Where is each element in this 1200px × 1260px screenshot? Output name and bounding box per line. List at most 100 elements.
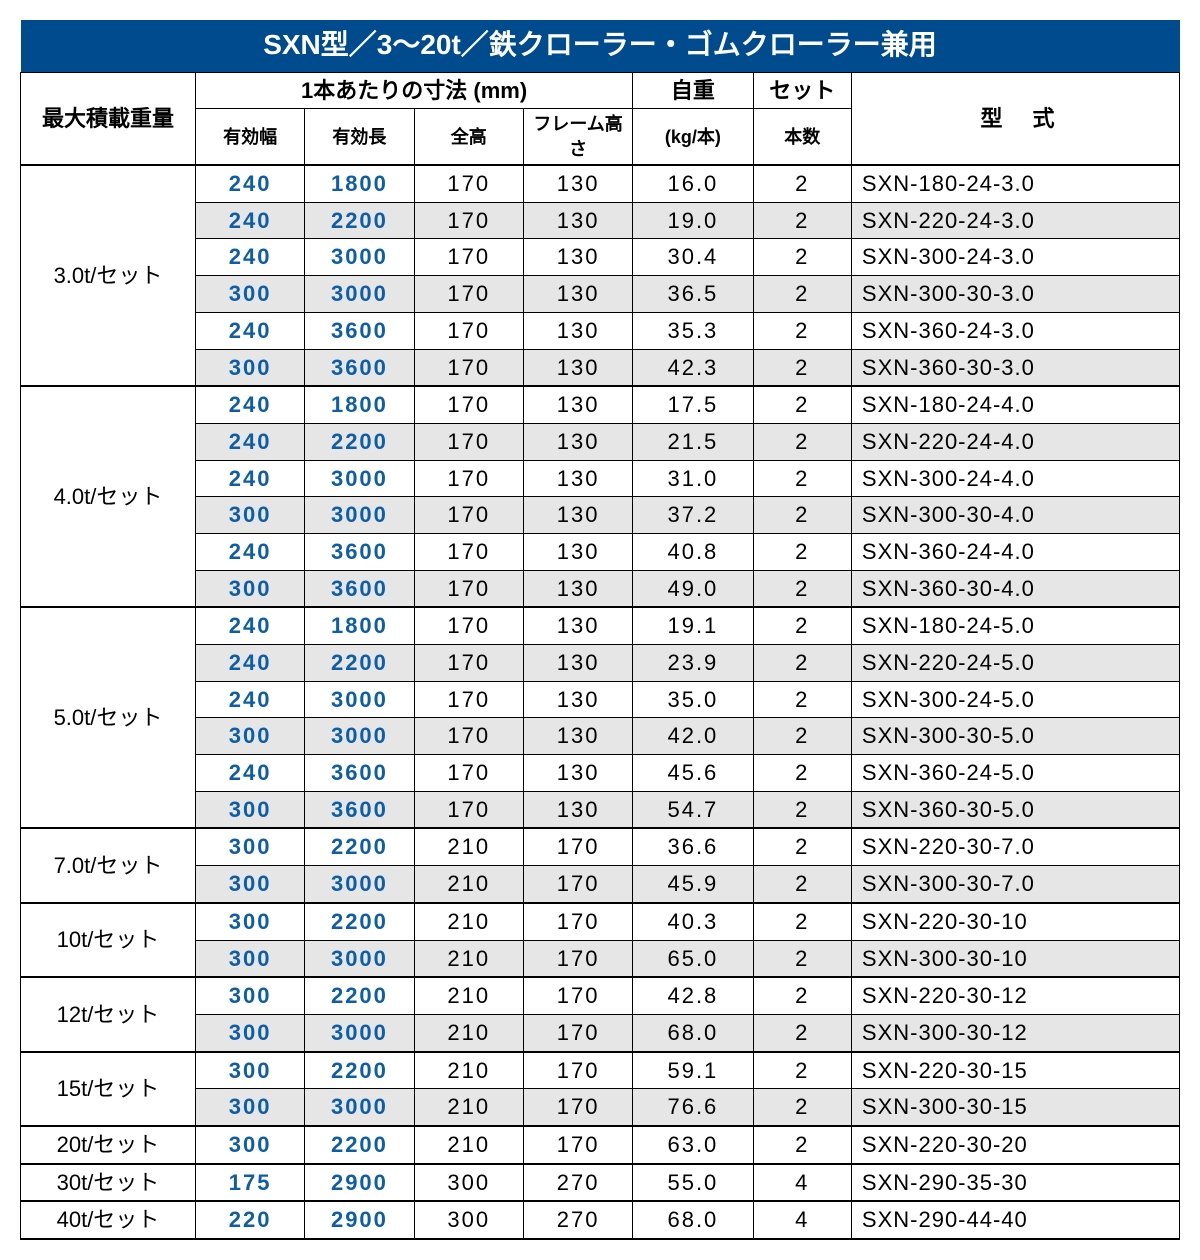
cell-set: 2 — [753, 940, 851, 977]
group-label: 7.0t/セット — [21, 828, 196, 902]
cell-total-h: 170 — [414, 791, 523, 828]
table-row: 7.0t/セット300220021017036.62SXN-220-30-7.0 — [21, 828, 1180, 865]
cell-eff-l: 1800 — [305, 165, 414, 202]
cell-set: 2 — [753, 239, 851, 276]
cell-set: 4 — [753, 1164, 851, 1202]
cell-set: 2 — [753, 607, 851, 644]
cell-frame-h: 130 — [523, 202, 632, 239]
cell-eff-w: 300 — [195, 718, 304, 755]
cell-model: SXN-180-24-4.0 — [851, 386, 1179, 423]
cell-eff-l: 3000 — [305, 718, 414, 755]
cell-eff-w: 175 — [195, 1164, 304, 1202]
cell-eff-w: 300 — [195, 903, 304, 940]
cell-eff-w: 300 — [195, 497, 304, 534]
cell-total-h: 170 — [414, 718, 523, 755]
cell-total-h: 170 — [414, 423, 523, 460]
hdr-eff-l: 有効長 — [305, 109, 414, 165]
hdr-frame-h: フレーム高さ — [523, 109, 632, 165]
cell-weight: 42.8 — [633, 977, 753, 1014]
cell-total-h: 210 — [414, 866, 523, 903]
cell-eff-l: 3000 — [305, 1089, 414, 1126]
cell-weight: 16.0 — [633, 165, 753, 202]
cell-set: 2 — [753, 423, 851, 460]
cell-eff-l: 3000 — [305, 497, 414, 534]
cell-model: SXN-360-24-5.0 — [851, 755, 1179, 792]
cell-frame-h: 130 — [523, 570, 632, 607]
cell-set: 2 — [753, 460, 851, 497]
cell-weight: 42.0 — [633, 718, 753, 755]
cell-total-h: 210 — [414, 1089, 523, 1126]
cell-frame-h: 170 — [523, 866, 632, 903]
cell-weight: 55.0 — [633, 1164, 753, 1202]
cell-set: 2 — [753, 533, 851, 570]
group-label: 20t/セット — [21, 1126, 196, 1164]
cell-eff-w: 240 — [195, 645, 304, 682]
cell-eff-w: 240 — [195, 202, 304, 239]
cell-set: 2 — [753, 386, 851, 423]
cell-eff-l: 2200 — [305, 1126, 414, 1164]
group-label: 12t/セット — [21, 977, 196, 1051]
cell-model: SXN-290-35-30 — [851, 1164, 1179, 1202]
cell-total-h: 170 — [414, 276, 523, 313]
hdr-weight: 自重 — [633, 72, 753, 109]
cell-weight: 40.8 — [633, 533, 753, 570]
cell-model: SXN-220-30-20 — [851, 1126, 1179, 1164]
cell-set: 2 — [753, 1052, 851, 1089]
cell-eff-l: 2200 — [305, 202, 414, 239]
cell-total-h: 210 — [414, 977, 523, 1014]
cell-weight: 68.0 — [633, 1014, 753, 1051]
cell-set: 4 — [753, 1201, 851, 1239]
cell-total-h: 170 — [414, 607, 523, 644]
cell-set: 2 — [753, 1126, 851, 1164]
cell-total-h: 170 — [414, 681, 523, 718]
cell-frame-h: 130 — [523, 533, 632, 570]
cell-eff-l: 2900 — [305, 1164, 414, 1202]
cell-set: 2 — [753, 791, 851, 828]
cell-frame-h: 170 — [523, 828, 632, 865]
cell-eff-l: 3000 — [305, 460, 414, 497]
cell-model: SXN-360-30-3.0 — [851, 349, 1179, 386]
cell-total-h: 210 — [414, 1126, 523, 1164]
cell-set: 2 — [753, 1089, 851, 1126]
cell-weight: 49.0 — [633, 570, 753, 607]
cell-model: SXN-300-24-3.0 — [851, 239, 1179, 276]
cell-weight: 19.1 — [633, 607, 753, 644]
cell-total-h: 170 — [414, 570, 523, 607]
cell-total-h: 170 — [414, 460, 523, 497]
cell-frame-h: 130 — [523, 791, 632, 828]
cell-total-h: 170 — [414, 497, 523, 534]
cell-weight: 31.0 — [633, 460, 753, 497]
cell-weight: 37.2 — [633, 497, 753, 534]
cell-frame-h: 170 — [523, 1089, 632, 1126]
cell-total-h: 170 — [414, 165, 523, 202]
cell-model: SXN-360-24-4.0 — [851, 533, 1179, 570]
cell-model: SXN-300-24-4.0 — [851, 460, 1179, 497]
cell-weight: 23.9 — [633, 645, 753, 682]
cell-eff-w: 300 — [195, 940, 304, 977]
cell-set: 2 — [753, 202, 851, 239]
cell-eff-l: 3000 — [305, 866, 414, 903]
cell-frame-h: 130 — [523, 276, 632, 313]
cell-frame-h: 130 — [523, 423, 632, 460]
cell-frame-h: 130 — [523, 386, 632, 423]
header-row-1: 最大積載重量 1本あたりの寸法 (mm) 自重 セット 型式 — [21, 72, 1180, 109]
cell-eff-w: 300 — [195, 866, 304, 903]
cell-model: SXN-360-30-4.0 — [851, 570, 1179, 607]
cell-eff-l: 3600 — [305, 533, 414, 570]
cell-eff-w: 300 — [195, 1126, 304, 1164]
cell-set: 2 — [753, 312, 851, 349]
cell-eff-w: 300 — [195, 791, 304, 828]
cell-set: 2 — [753, 828, 851, 865]
cell-frame-h: 130 — [523, 497, 632, 534]
hdr-model: 型式 — [851, 72, 1179, 165]
cell-model: SXN-180-24-5.0 — [851, 607, 1179, 644]
cell-model: SXN-220-24-4.0 — [851, 423, 1179, 460]
group-label: 15t/セット — [21, 1052, 196, 1126]
cell-total-h: 170 — [414, 349, 523, 386]
cell-set: 2 — [753, 570, 851, 607]
cell-weight: 54.7 — [633, 791, 753, 828]
cell-frame-h: 130 — [523, 645, 632, 682]
cell-total-h: 210 — [414, 940, 523, 977]
cell-model: SXN-180-24-3.0 — [851, 165, 1179, 202]
cell-eff-l: 3600 — [305, 791, 414, 828]
